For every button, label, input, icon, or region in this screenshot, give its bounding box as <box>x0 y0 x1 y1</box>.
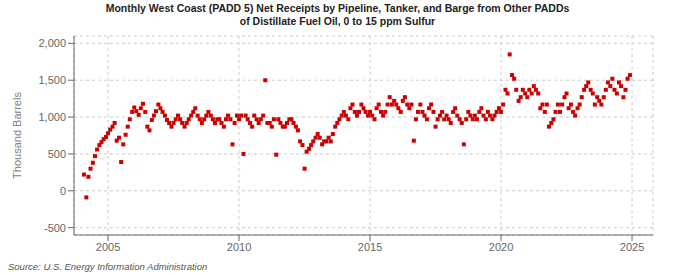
svg-text:1,000: 1,000 <box>38 111 66 123</box>
html-text:of Distillate Fuel Oil, 0 to 1: of Distillate Fuel Oil, 0 to 15 ppm Sulf… <box>239 15 436 27</box>
svg-text:2020: 2020 <box>489 241 513 253</box>
svg-text:-500: -500 <box>44 222 66 234</box>
svg-text:1,500: 1,500 <box>38 74 66 86</box>
svg-text:2005: 2005 <box>96 241 120 253</box>
svg-text:2,000: 2,000 <box>38 37 66 49</box>
svg-text:0: 0 <box>60 185 66 197</box>
svg-text:2025: 2025 <box>620 241 644 253</box>
html-text:Source: U.S. Energy Informatio: Source: U.S. Energy Information Administ… <box>8 261 208 272</box>
svg-text:Thousand Barrels: Thousand Barrels <box>11 92 23 179</box>
svg-text:500: 500 <box>48 148 66 160</box>
html-text:Monthly West Coast (PADD 5) Ne: Monthly West Coast (PADD 5) Net Receipts… <box>105 2 570 14</box>
svg-text:2010: 2010 <box>227 241 251 253</box>
svg-text:2015: 2015 <box>358 241 382 253</box>
